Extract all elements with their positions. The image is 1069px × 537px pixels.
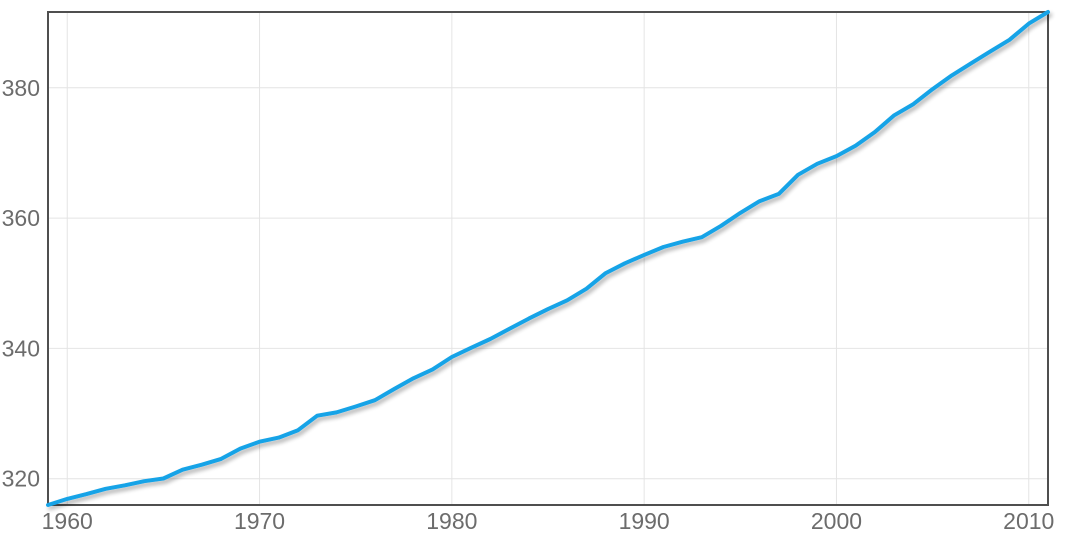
gridlines xyxy=(48,12,1048,505)
axis-labels: 1960 1970 1980 1990 2000 2010 320 340 360 380 xyxy=(2,75,1055,534)
plot-border xyxy=(47,11,1049,506)
x-tick-label-1960: 1960 xyxy=(42,508,93,534)
x-tick-label-1970: 1970 xyxy=(234,508,285,534)
series-line-0 xyxy=(46,10,1050,507)
y-tick-label-380: 380 xyxy=(2,75,40,101)
y-tick-label-340: 340 xyxy=(2,335,40,361)
x-tick-label-2000: 2000 xyxy=(811,508,862,534)
plot-border-rect xyxy=(47,11,1049,506)
x-tick-label-2010: 2010 xyxy=(1003,508,1054,534)
y-tick-label-360: 360 xyxy=(2,205,40,231)
y-tick-label-320: 320 xyxy=(2,466,40,492)
x-tick-label-1990: 1990 xyxy=(619,508,670,534)
x-tick-label-1980: 1980 xyxy=(426,508,477,534)
data-series xyxy=(46,10,1050,507)
